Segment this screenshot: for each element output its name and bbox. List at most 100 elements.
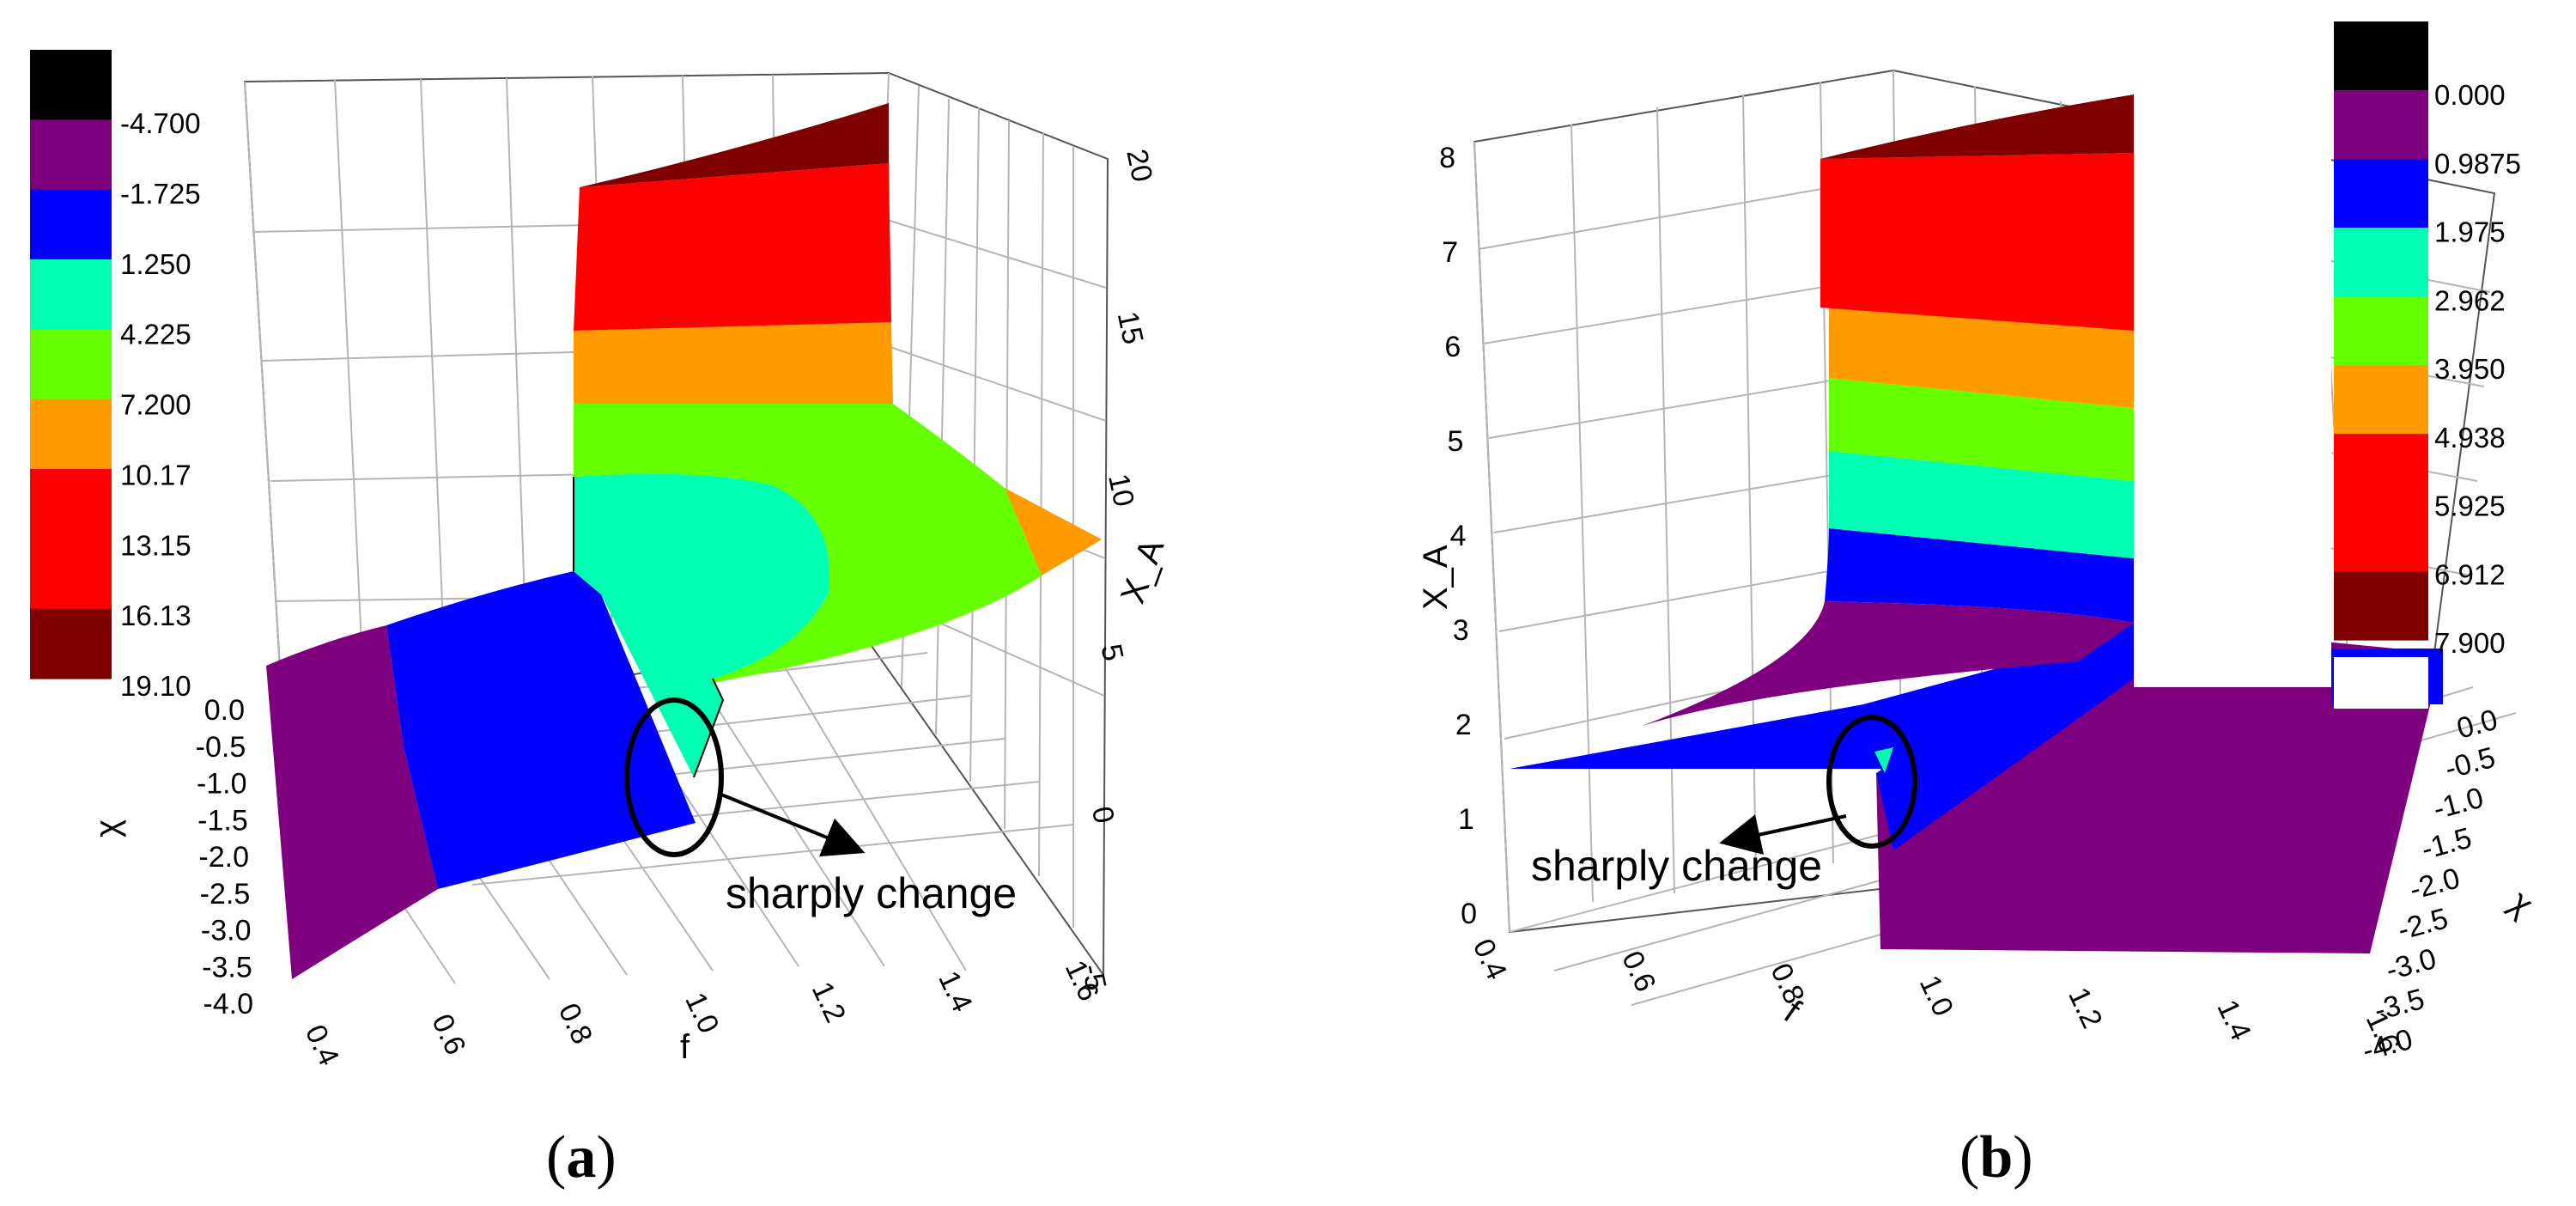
y-tick-label: -1.0	[197, 768, 247, 801]
legend-b-swatch	[2334, 571, 2428, 641]
chart-a-y-ticks: 0.0 -0.5 -1.0-1.5 -2.0 -2.5 -3.0 -3.5 -4.0	[196, 694, 253, 1020]
y-tick-label: -0.5	[2441, 741, 2498, 786]
y-tick-label: -1.0	[2430, 782, 2487, 826]
y-tick-label: -2.0	[2406, 862, 2463, 906]
y-tick-label: -1.5	[2418, 821, 2475, 866]
legend-b-white-swatch	[2334, 657, 2428, 709]
legend-a-label: 7.200	[120, 389, 191, 421]
panel-label-b-letter: b	[1979, 1124, 2013, 1191]
band-purple	[266, 625, 438, 979]
legend-b-swatch	[2334, 296, 2428, 366]
z-tick-label: -5	[1075, 961, 1112, 993]
panel-label-b-open: (	[1959, 1124, 1979, 1191]
chart-b-y-axis-title: χ	[2502, 883, 2540, 923]
legend-b-label: 4.938	[2434, 422, 2506, 454]
chart-b-z-axis-title: X_A	[1417, 545, 1455, 610]
band-blue	[1825, 528, 2134, 623]
surface-edge	[573, 477, 725, 778]
x-tick-label: 1.4	[932, 966, 978, 1017]
band-cyan	[574, 473, 830, 777]
chart-a: sharply change 0.4 0.6 0.8 1.0 1.2 1.4 1.6 0.0…	[30, 50, 1171, 1070]
legend-a-swatch	[30, 329, 112, 400]
y-tick-label: -2.0	[198, 841, 249, 874]
z-tick-label: 5	[1447, 425, 1463, 458]
chart-a-surface	[266, 103, 1102, 979]
legend-a-label: 1.250	[120, 248, 191, 280]
y-tick-label: -3.5	[202, 951, 252, 984]
panel-label-a-close: )	[596, 1124, 616, 1191]
band-cyan	[1829, 451, 2134, 558]
band-blue	[386, 571, 696, 889]
legend-b-swatch	[2334, 159, 2428, 228]
legend-b-swatch	[2334, 228, 2428, 297]
legend-b-swatch	[2334, 502, 2428, 572]
y-tick-label: -1.5	[197, 804, 248, 837]
x-tick-label: 0.8	[552, 998, 598, 1049]
y-tick-label: -3.5	[2371, 983, 2427, 1027]
z-tick-label: 7	[1442, 236, 1458, 269]
z-tick-label: 20	[1120, 146, 1158, 185]
z-tick-label: 0	[1085, 804, 1121, 826]
annotation-ellipse	[1826, 715, 1917, 849]
z-tick-label: 4	[1450, 520, 1467, 552]
z-tick-label: 2	[1455, 709, 1472, 741]
z-tick-label: 1	[1458, 803, 1474, 836]
band-red	[574, 163, 891, 331]
chart-a-x-ticks: 0.4 0.6 0.8 1.0 1.2 1.4 1.6	[299, 955, 1105, 1070]
legend-a-swatch	[30, 469, 112, 539]
panel-label-a-letter: a	[566, 1124, 596, 1191]
y-tick-label: -2.5	[200, 878, 251, 911]
chart-a-annotation: sharply change	[624, 697, 1017, 917]
z-tick-label: 6	[1444, 331, 1461, 363]
band-blue-floor	[1510, 631, 2134, 790]
panel-label-b-close: )	[2013, 1124, 2032, 1191]
x-tick-label: 1.2	[2062, 983, 2108, 1033]
band-orange	[574, 322, 893, 404]
y-tick-label: -4.0	[203, 988, 253, 1020]
panel-label-b: (b)	[1959, 1124, 2033, 1191]
legend-b-label: 1.975	[2434, 216, 2506, 248]
x-tick-label: 0.6	[1615, 946, 1662, 996]
legend-a-swatch	[30, 539, 112, 610]
panel-label-a-open: (	[546, 1124, 566, 1191]
x-tick-label: 1.4	[2210, 995, 2257, 1045]
z-tick-label: 0	[1461, 898, 1477, 930]
y-tick-label: -3.0	[2383, 942, 2439, 987]
y-tick-label: -0.5	[196, 731, 246, 764]
band-orange	[1829, 308, 2134, 408]
legend-a-swatch	[30, 119, 112, 191]
chart-b: sharply change 0.4 0.6 0.8 1.0 1.2 1.4 1.6 0.0…	[1417, 21, 2541, 1068]
annotation-arrow	[720, 793, 866, 857]
legend-b-label: 0.000	[2434, 79, 2506, 111]
chart-a-z-ticks: 20 15 10 5 0 -5	[1075, 146, 1158, 993]
band-orange-tip	[1005, 488, 1102, 576]
y-tick-label: 0.0	[2453, 704, 2500, 746]
annotation-arrow	[1719, 814, 1847, 856]
legend-b-swatch	[2334, 90, 2428, 160]
panel-label-a: (a)	[546, 1124, 617, 1191]
legend-a-label: 19.10	[120, 670, 191, 702]
band-green	[1829, 378, 2134, 481]
z-tick-label: 15	[1111, 308, 1150, 347]
annotation-text: sharply change	[726, 869, 1017, 917]
x-tick-label: 1.2	[805, 977, 852, 1027]
legend-a-swatch	[30, 608, 112, 679]
legend-b-label: 7.900	[2434, 627, 2506, 659]
legend-b-label: 2.962	[2434, 284, 2506, 316]
band-green-lower	[574, 404, 1042, 683]
chart-b-surface	[1510, 86, 2443, 953]
legend-b-label: 6.912	[2434, 558, 2506, 590]
legend-b-swatch	[2334, 434, 2428, 503]
legend-a-label: 4.225	[120, 319, 191, 350]
chart-b-z-ticks: 8 7 6 5 4 3 2 1 0	[1439, 142, 1477, 930]
band-red	[1820, 153, 2134, 331]
x-tick-label: 1.0	[1913, 971, 1959, 1021]
y-tick-label: 0.0	[204, 694, 245, 727]
legend-b-label: 3.950	[2434, 353, 2506, 385]
x-tick-label: 0.6	[425, 1009, 471, 1060]
legend-b-swatch	[2334, 365, 2428, 435]
legend-a-swatch	[30, 399, 112, 470]
z-tick-label: 5	[1094, 642, 1129, 664]
chart-a-y-axis-title: χ	[88, 819, 126, 838]
legend-a-label: 13.15	[120, 529, 191, 561]
